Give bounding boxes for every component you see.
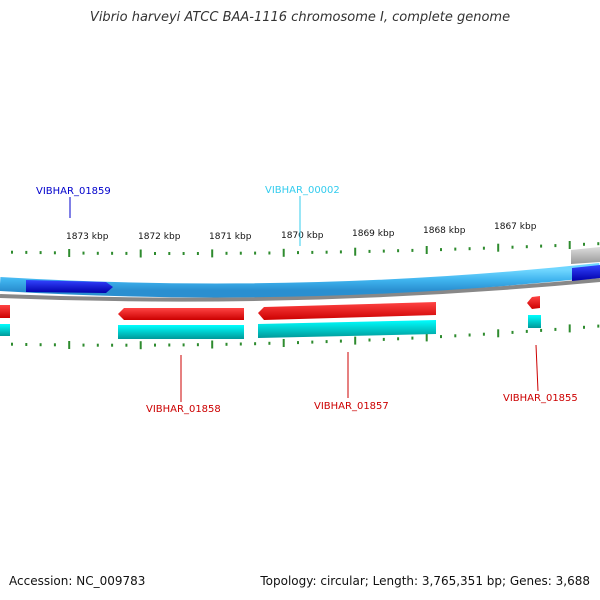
gene-label-vibhar-01859[interactable]: VIBHAR_01859 — [36, 186, 111, 197]
upper-tick-row — [11, 241, 600, 258]
ruler-label-1871: 1871 kbp — [209, 232, 252, 242]
gene-label-vibhar-01855[interactable]: VIBHAR_01855 — [503, 393, 578, 404]
cds-vibhar-01857[interactable] — [258, 320, 436, 338]
ruler-label-1867: 1867 kbp — [494, 222, 537, 232]
cds-left-edge[interactable] — [0, 324, 10, 336]
gene-label-vibhar-01858[interactable]: VIBHAR_01858 — [146, 404, 221, 415]
genome-summary-text: Topology: circular; Length: 3,765,351 bp… — [260, 574, 590, 588]
gene-arrow-vibhar-01858[interactable] — [118, 308, 244, 320]
gene-label-vibhar-00002[interactable]: VIBHAR_00002 — [265, 185, 340, 196]
cds-vibhar-01855[interactable] — [528, 315, 541, 328]
feature-blue-right[interactable] — [572, 265, 600, 281]
ruler-label-1868: 1868 kbp — [423, 226, 466, 236]
ruler-label-1872: 1872 kbp — [138, 232, 181, 242]
feature-grey-right[interactable] — [571, 247, 600, 264]
ruler-label-1869: 1869 kbp — [352, 229, 395, 239]
leader-vibhar-01855 — [535, 344, 539, 392]
ruler-labels: 1873 kbp 1872 kbp 1871 kbp 1870 kbp 1869… — [66, 222, 537, 242]
ruler-label-1873: 1873 kbp — [66, 232, 109, 242]
gene-label-vibhar-01857[interactable]: VIBHAR_01857 — [314, 401, 389, 412]
backbone-outline — [0, 278, 600, 302]
cds-vibhar-01858[interactable] — [118, 325, 244, 339]
gene-arrow-vibhar-01857[interactable] — [258, 302, 436, 320]
lower-tick-row — [11, 324, 600, 350]
accession-text: Accession: NC_009783 — [9, 574, 146, 588]
gene-arrow-left-edge[interactable] — [0, 305, 10, 318]
gene-arrow-vibhar-01855[interactable] — [527, 296, 540, 309]
ruler-label-1870: 1870 kbp — [281, 231, 324, 241]
map-title: Vibrio harveyi ATCC BAA-1116 chromosome … — [89, 10, 511, 25]
gene-arrow-vibhar-01859[interactable] — [26, 280, 113, 293]
